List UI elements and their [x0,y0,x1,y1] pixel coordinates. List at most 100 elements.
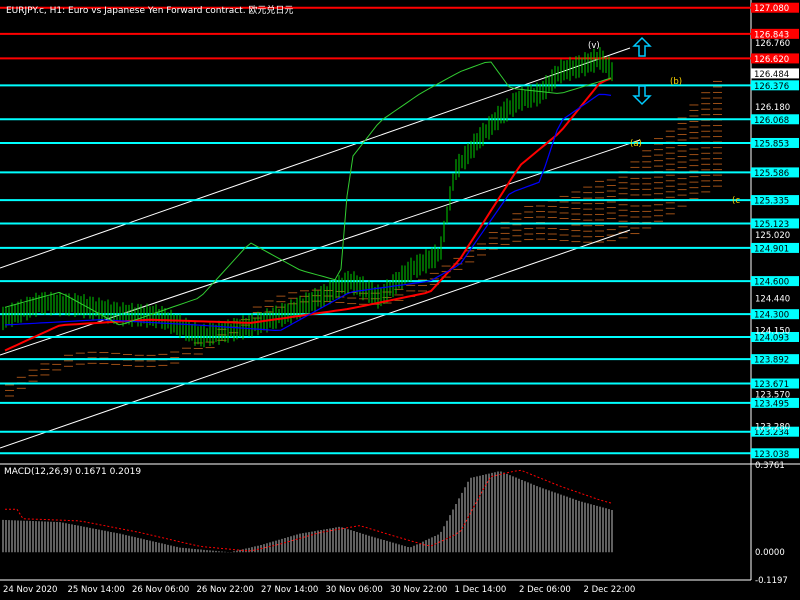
cloud-dot [134,360,144,362]
cloud-dot [583,192,593,194]
channel-lower-line [0,229,631,449]
cloud-dot [595,219,604,221]
cloud-dot [512,213,522,215]
cloud-dot [689,154,699,156]
cloud-dot [677,205,687,207]
cloud-dot [689,109,699,111]
cloud-dot [595,230,604,232]
cloud-dot [512,218,522,220]
cloud-dot [701,114,711,116]
cloud-dot [654,160,663,162]
cloud-dot [524,239,534,241]
cloud-dot [642,227,652,229]
level-label-126.620: 126.620 [754,55,789,65]
cloud-dot [689,115,699,117]
cloud-dot [347,297,357,299]
cloud-dot [583,208,593,210]
cloud-dot [170,357,180,359]
y-tick-126.180: 126.180 [755,103,790,113]
cloud-dot [606,218,616,220]
cloud-dot [323,295,333,297]
cloud-dot [111,363,121,365]
cloud-dot [713,174,722,176]
cloud-dot [311,300,321,302]
cloud-dot [75,363,85,365]
cloud-dot [441,276,451,278]
cloud-dot [665,136,675,138]
cloud-dot [536,216,545,218]
cloud-dot [654,215,663,217]
x-tick-5: 30 Nov 06:00 [326,585,383,595]
cloud-dot [64,354,73,356]
cloud-dot [182,347,191,349]
cloud-dot [630,161,640,163]
level-tag-126.376 [751,80,799,91]
cloud-dot [300,290,309,292]
cloud-dot [665,185,675,187]
cloud-dot [665,147,675,149]
cloud-dot [689,137,699,139]
cloud-dot [677,194,687,196]
cloud-dot [571,224,581,226]
y-tick-125.020: 125.020 [755,231,790,241]
cloud-dot [512,235,522,237]
cloud-dot [665,163,675,165]
level-label-123.495: 123.495 [754,399,789,409]
cloud-dot [453,263,463,265]
cloud-dot [630,177,640,179]
cloud-dot [87,357,97,359]
cloud-dot [713,80,722,82]
cloud-dot [654,154,663,156]
cloud-dot [465,255,475,257]
cloud-dot [713,130,722,132]
cloud-dot [288,292,298,294]
cloud-dot [654,204,663,206]
cloud-dot [654,138,663,140]
cloud-dot [571,219,581,221]
cloud-dot [689,148,699,150]
cloud-dot [595,241,604,243]
level-tag-124.600 [751,276,799,287]
level-tag-124.901 [751,242,799,253]
macd-histogram [2,471,613,553]
level-tag-124.300 [751,309,799,320]
cloud-dot [559,201,569,203]
cloud-dot [701,130,711,132]
cloud-dot [595,208,604,210]
current-price-label: 126.484 [754,70,789,80]
cloud-dot [713,97,722,99]
cloud-dot [170,362,180,364]
level-tag-123.495 [751,397,799,408]
cloud-dot [559,234,569,236]
cloud-dot [618,193,628,195]
cloud-dot [713,147,722,149]
cloud-dot [701,136,711,138]
cloud-dot [406,290,416,292]
cloud-dot [677,150,687,152]
cloud-dot [28,369,38,371]
cloud-dot [394,294,404,296]
cloud-dot [595,224,604,226]
level-tag-125.123 [751,218,799,229]
cloud-dot [512,229,522,231]
cloud-dot [595,236,604,238]
cloud-dot [547,211,557,213]
cloud-dot [713,152,722,154]
cloud-dot [465,261,475,263]
cloud-dot [654,149,663,151]
cloud-dot [654,182,663,184]
cloud-dot [677,133,687,135]
cloud-dot [713,125,722,127]
cloud-dot [606,190,616,192]
cloud-dot [677,178,687,180]
wave-label-3: (c [732,196,740,206]
y-tick-123.570: 123.570 [755,391,790,401]
cloud-dot [595,180,604,182]
cloud-dot [123,354,132,356]
cloud-dot [595,213,604,215]
price-bars [2,47,613,348]
level-label-126.068: 126.068 [754,116,789,126]
cloud-dot [606,240,616,242]
